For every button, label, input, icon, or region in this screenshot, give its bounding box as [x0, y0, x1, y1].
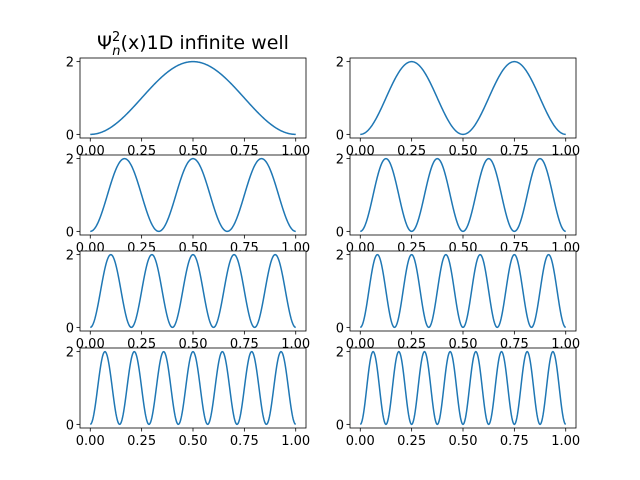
- axes-background: [80, 348, 306, 428]
- series-line: [360, 253, 566, 329]
- x-tick-label: 0.50: [449, 434, 478, 449]
- axes-background: [350, 251, 576, 331]
- y-tick-label: 2: [336, 153, 344, 168]
- x-tick-label: 1.00: [551, 434, 580, 449]
- y-tick-label: 0: [66, 128, 74, 143]
- axes-background: [80, 58, 306, 138]
- subplot-n=8: 0.00 0.25 0.50 0.75 1.00 0 2: [336, 346, 580, 449]
- x-tick-label: 0.75: [500, 434, 529, 449]
- x-tick-label: 1.00: [281, 434, 310, 449]
- y-tick-label: 2: [336, 346, 344, 361]
- series-line: [90, 253, 296, 329]
- y-tick-label: 0: [336, 225, 344, 240]
- x-tick-label: 0.50: [179, 434, 208, 449]
- chart-title: Ψ2 n(x)1D infinite well: [97, 30, 289, 59]
- series-line: [360, 60, 566, 136]
- x-tick-label: 0.00: [76, 434, 105, 449]
- x-tick-label: 0.75: [230, 434, 259, 449]
- y-tick-label: 0: [336, 418, 344, 433]
- y-tick-label: 0: [66, 418, 74, 433]
- subplot-n=7: 0.00 0.25 0.50 0.75 1.00 0 2: [66, 346, 310, 449]
- axes-background: [350, 58, 576, 138]
- y-tick-label: 0: [336, 321, 344, 336]
- y-tick-label: 0: [66, 225, 74, 240]
- y-tick-label: 2: [66, 346, 74, 361]
- x-tick-label: 0.25: [127, 434, 156, 449]
- axes-background: [350, 348, 576, 428]
- x-tick-label: 0.00: [346, 434, 375, 449]
- y-tick-label: 2: [66, 56, 74, 71]
- axes-background: [80, 251, 306, 331]
- y-tick-label: 0: [66, 321, 74, 336]
- series-line: [90, 60, 296, 136]
- series-line: [359, 350, 567, 426]
- x-tick-label: 0.25: [397, 434, 426, 449]
- series-line: [360, 157, 566, 233]
- y-tick-label: 2: [66, 249, 74, 264]
- axes-background: [350, 155, 576, 235]
- y-tick-label: 2: [336, 56, 344, 71]
- y-tick-label: 2: [336, 249, 344, 264]
- series-line: [89, 350, 297, 426]
- axes-background: [80, 155, 306, 235]
- series-line: [90, 157, 296, 233]
- y-tick-label: 2: [66, 153, 74, 168]
- y-tick-label: 0: [336, 128, 344, 143]
